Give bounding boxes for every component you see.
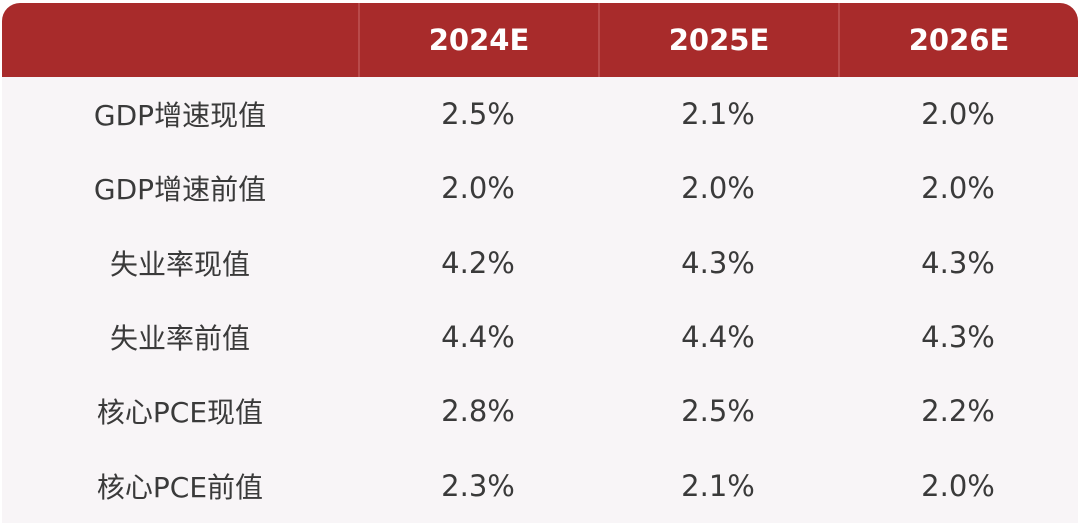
table-cell: 2.5% <box>681 394 755 429</box>
row-label: 失业率前值 <box>109 322 250 356</box>
table-cell: 2.2% <box>921 394 995 429</box>
row-label: 核心PCE现值 <box>96 396 264 430</box>
row-label: 失业率现值 <box>109 247 250 281</box>
table-cell: 4.2% <box>441 245 515 280</box>
table-cell: 2.0% <box>921 171 995 206</box>
row-label: GDP增速现值 <box>93 99 267 133</box>
table-row: 失业率前值 4.4% 4.4% 4.3% <box>2 300 1078 374</box>
table-cell: 2.8% <box>441 394 515 429</box>
forecast-table: 2024E 2025E 2026E GDP增速现值 2.5% 2.1% 2.0%… <box>2 3 1078 523</box>
row-label: 核心PCE前值 <box>96 470 264 504</box>
table-cell: 4.4% <box>441 320 515 355</box>
table-cell: 2.5% <box>441 97 515 132</box>
table-row: GDP增速现值 2.5% 2.1% 2.0% <box>2 77 1078 151</box>
table-row: 失业率现值 4.2% 4.3% 4.3% <box>2 226 1078 300</box>
table-cell: 4.4% <box>681 320 755 355</box>
header-2025e: 2025E <box>598 3 838 77</box>
table-cell: 2.0% <box>441 171 515 206</box>
table-cell: 4.3% <box>921 320 995 355</box>
table-cell: 2.0% <box>921 97 995 132</box>
table-cell: 4.3% <box>921 245 995 280</box>
table-row: GDP增速前值 2.0% 2.0% 2.0% <box>2 151 1078 225</box>
row-label: GDP增速前值 <box>93 173 267 207</box>
table-cell: 2.0% <box>681 171 755 206</box>
table-cell: 2.1% <box>681 97 755 132</box>
table-header: 2024E 2025E 2026E <box>2 3 1078 77</box>
header-2026e: 2026E <box>838 3 1078 77</box>
table-cell: 2.3% <box>441 468 515 503</box>
table-row: 核心PCE前值 2.3% 2.1% 2.0% <box>2 448 1078 522</box>
header-2024e: 2024E <box>358 3 598 77</box>
header-corner-cell <box>2 3 358 77</box>
table-cell: 2.1% <box>681 468 755 503</box>
table-cell: 2.0% <box>921 468 995 503</box>
table-row: 核心PCE现值 2.8% 2.5% 2.2% <box>2 374 1078 448</box>
table-cell: 4.3% <box>681 245 755 280</box>
